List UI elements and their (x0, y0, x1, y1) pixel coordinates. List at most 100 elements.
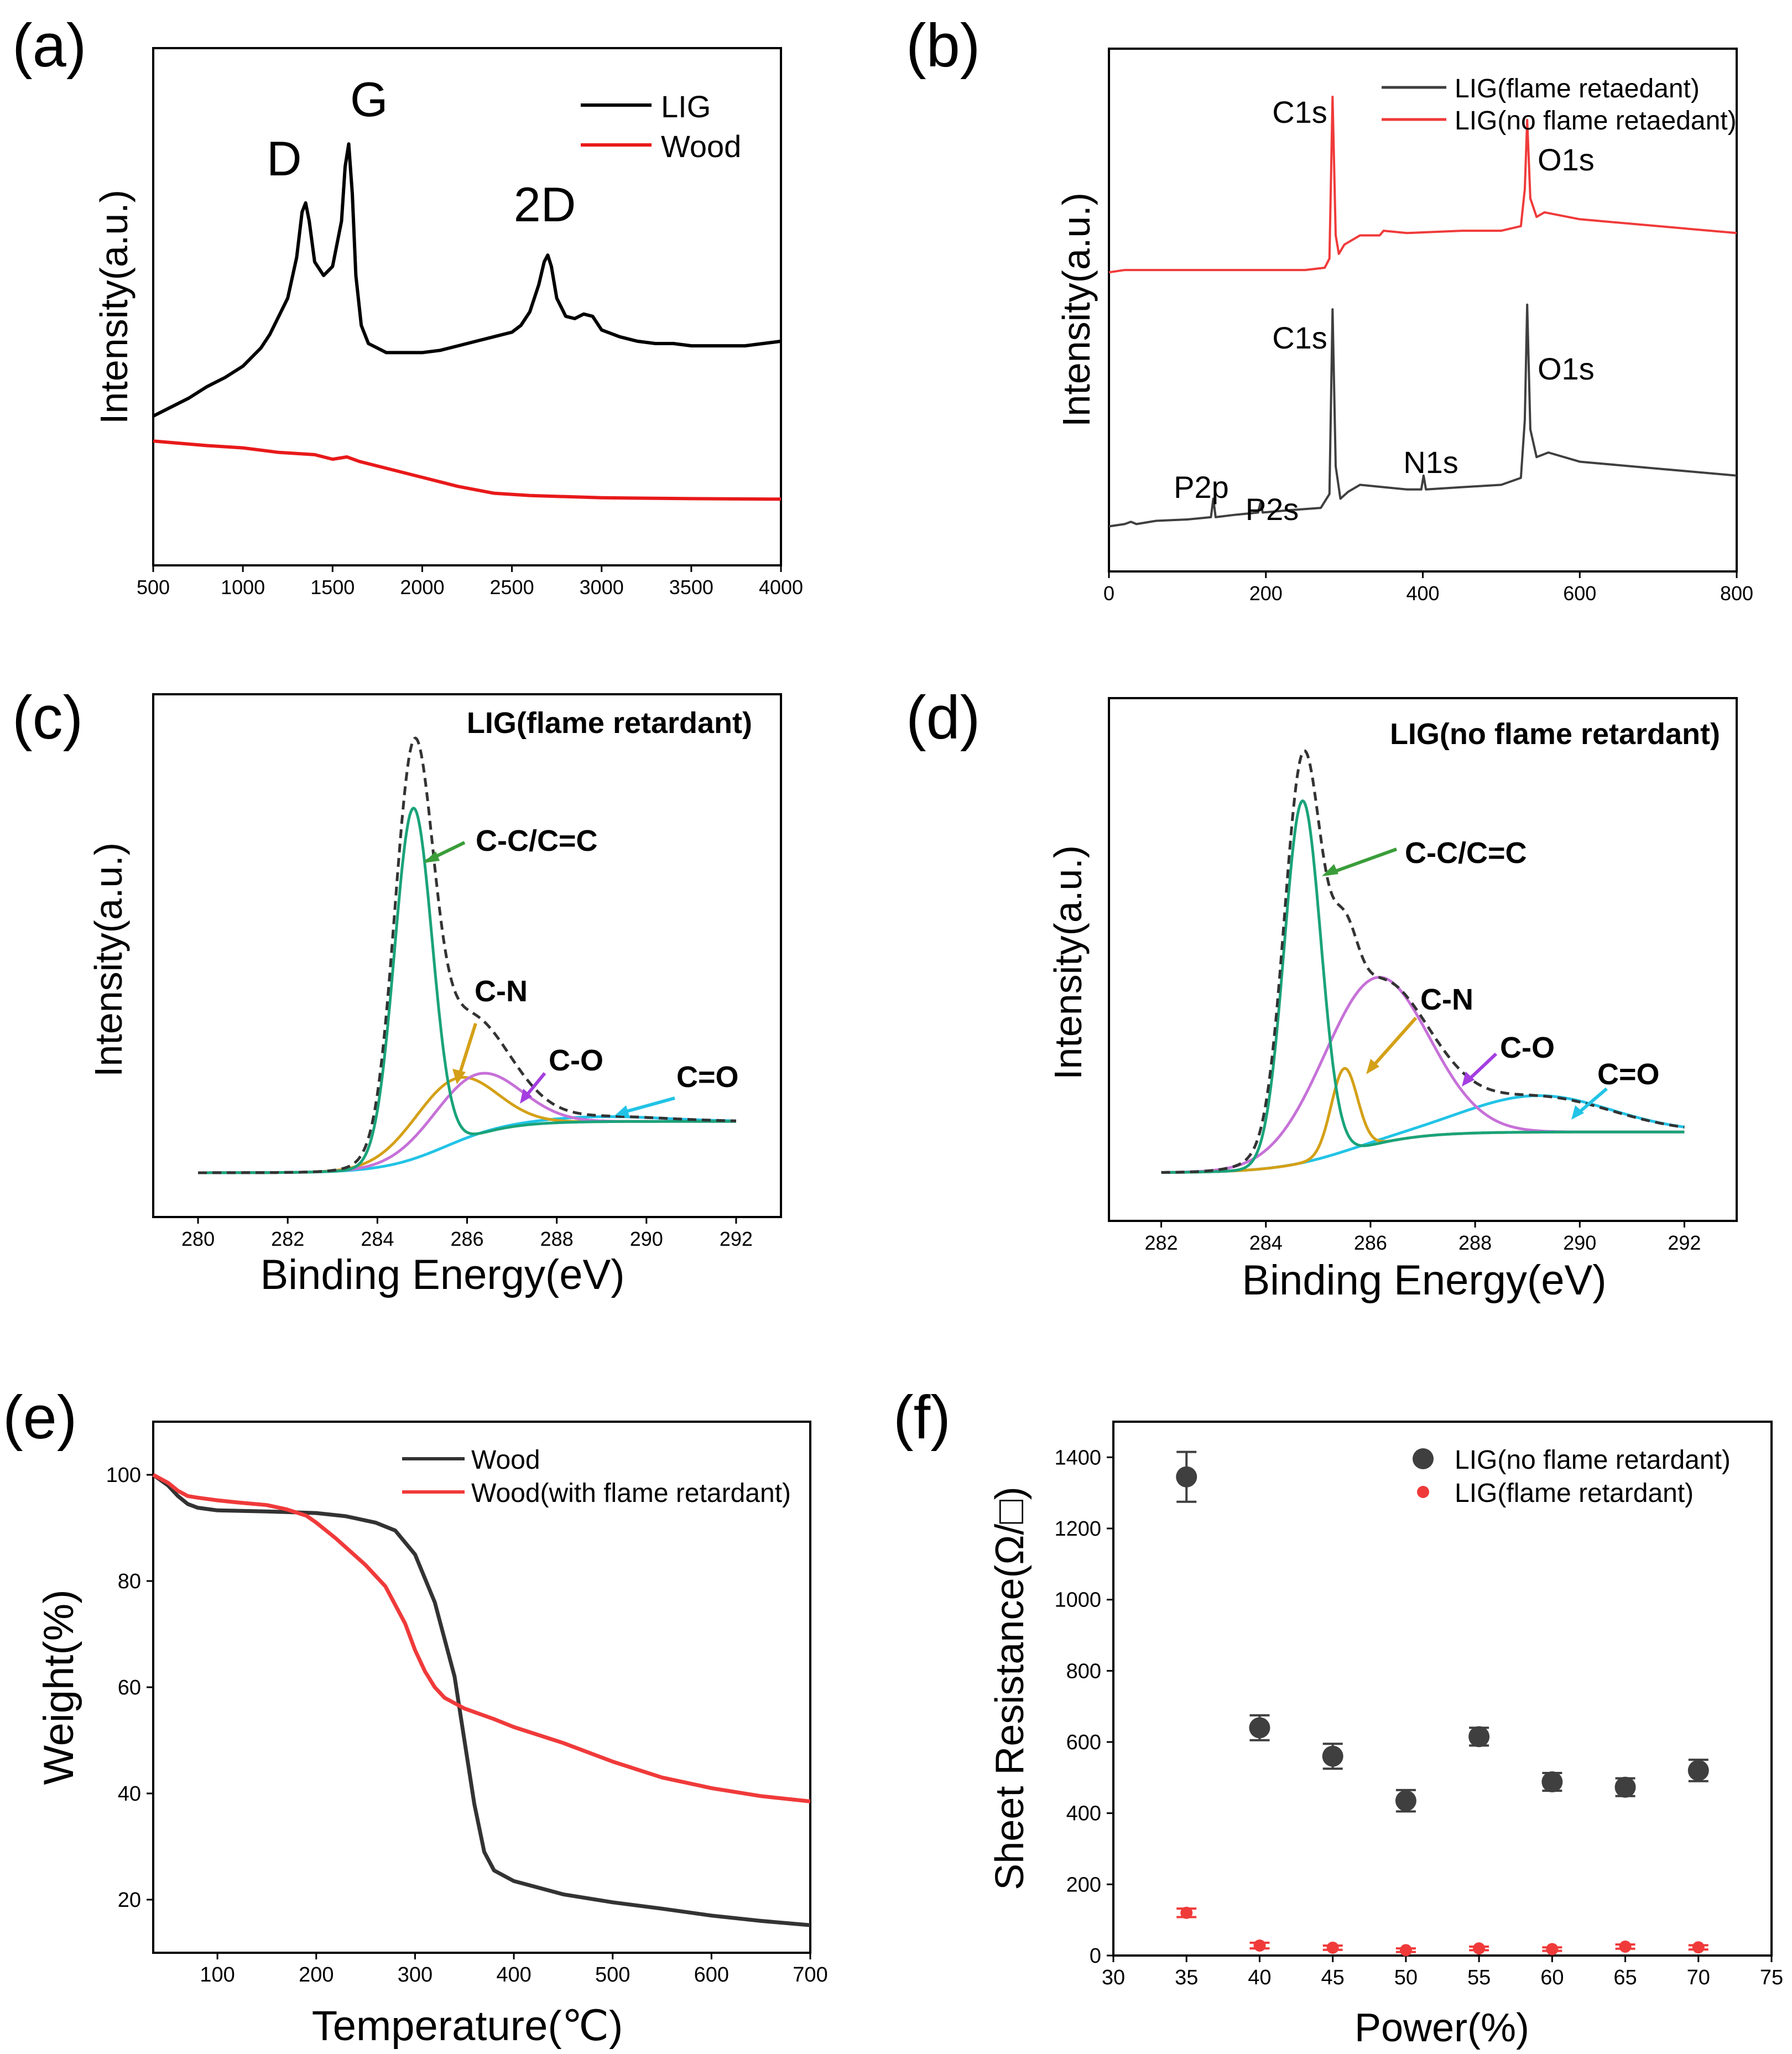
x-tick-label: 280 (181, 1228, 215, 1250)
x-tick-label: 288 (1458, 1231, 1492, 1254)
arrowhead-d-c=o (1571, 1105, 1584, 1120)
y-axis-label-f: Sheet Resistance(Ω/□) (988, 1486, 1032, 1890)
y-axis-label-c: Intensity(a.u.) (87, 843, 130, 1077)
x-ticks-d: 282 284 286 288 290 292 (1145, 1221, 1701, 1254)
y-axis-label-e: Weight(%) (35, 1589, 82, 1785)
legend-label-noflame-f: LIG(no flame retardant) (1455, 1445, 1731, 1475)
axis-ticks-f: 30 35 40 45 50 55 60 65 70 75 0 200 400 600 800 1000 120… (1054, 1446, 1783, 1989)
y-tick-label: 100 (106, 1464, 141, 1487)
x-tick-label: 286 (1354, 1231, 1387, 1254)
x-tick-label: 2500 (490, 576, 534, 599)
panel-a: (a) 500 1000 1500 2000 2500 3000 3500 4000 Inte… (12, 12, 803, 599)
arrows-d (1322, 847, 1608, 1120)
x-ticks-b: 0 200 400 600 800 (1103, 571, 1753, 605)
x-tick-label: 288 (540, 1228, 574, 1250)
plot-title-d: LIG(no flame retardant) (1390, 717, 1720, 751)
fit-curve-c-c-c=c (1161, 799, 1685, 1174)
data-point-flame (1253, 1939, 1266, 1952)
x-tick-label: 4000 (759, 576, 803, 599)
x-tick-label: 400 (1406, 582, 1439, 605)
x-axis-label-e: Temperature(℃) (312, 2003, 623, 2050)
data-point-flame (1692, 1941, 1705, 1954)
legend-label-noflame: LIG(no flame retaedant) (1455, 106, 1737, 136)
panel-f: (f) 30 35 40 45 50 55 60 65 70 75 0 200 400 600 800 100… (893, 1384, 1783, 2050)
arrow-d-c=o (1575, 1087, 1608, 1116)
x-tick-label: 500 (137, 576, 170, 599)
arrowhead-d-cc (1322, 864, 1338, 876)
data-point-flame (1180, 1906, 1193, 1919)
xps-label-c1s-top: C1s (1272, 95, 1327, 129)
y-axis-label-b: Intensity(a.u.) (1055, 193, 1098, 427)
fit-curve-c=o (1161, 1094, 1685, 1174)
legend-b: LIG(flame retaedant) LIG(no flame retaed… (1382, 74, 1737, 136)
x-tick-label: 600 (1563, 582, 1596, 605)
x-tick-label: 35 (1175, 1966, 1198, 1989)
series-line-wood (153, 439, 782, 501)
x-tick-label: 1000 (221, 576, 265, 599)
legend-a: LIG Wood (581, 89, 741, 164)
fit-curve-envelope (197, 736, 737, 1174)
label-c-cn: C-N (475, 975, 528, 1008)
legend-label-wood-fr: Wood(with flame retardant) (471, 1479, 791, 1508)
x-tick-label: 75 (1760, 1966, 1783, 1989)
x-tick-label: 50 (1394, 1966, 1418, 1989)
fit-curve-c-n (197, 1076, 737, 1174)
arrowhead-c-cn (452, 1069, 466, 1084)
panel-label-f: (f) (893, 1384, 951, 1452)
fit-curve-c-o (197, 1072, 737, 1174)
data-point-noflame (1322, 1745, 1343, 1767)
x-tick-label: 0 (1103, 582, 1114, 605)
label-d-cn: C-N (1420, 983, 1473, 1016)
y-tick-label: 20 (118, 1889, 141, 1912)
data-point-flame (1473, 1942, 1486, 1955)
plot-frame-a (152, 47, 782, 566)
x-tick-label: 200 (1249, 582, 1283, 605)
series-line-wood-with-flame-retardant- (152, 1473, 811, 1803)
x-axis-label-d: Binding Energy(eV) (1242, 1257, 1606, 1304)
series-line-lig-no-flame-retaedant- (1108, 96, 1737, 274)
x-axis-label-c: Binding Energy(eV) (260, 1251, 624, 1298)
legend-label-flame-f: LIG(flame retardant) (1455, 1479, 1694, 1508)
fit-curve-envelope (1161, 749, 1685, 1174)
data-point-noflame (1687, 1760, 1709, 1781)
arrow-d-cn (1370, 1017, 1418, 1069)
x-tick-label: 500 (595, 1963, 630, 1987)
xps-label-o1s-top: O1s (1538, 142, 1595, 177)
arrow-d-co (1465, 1052, 1498, 1083)
x-tick-label: 65 (1613, 1966, 1637, 1989)
arrowhead-d-co (1462, 1072, 1475, 1086)
panel-e: (e) 100 200 300 400 500 600 700 20 40 60 80 100 Tem… (3, 1384, 828, 2050)
x-tick-label: 3500 (669, 576, 713, 599)
legend-label-wood: Wood (661, 129, 741, 164)
x-tick-label: 284 (361, 1228, 394, 1250)
y-tick-label: 80 (118, 1570, 141, 1593)
plot-frame-f (1112, 1421, 1773, 1957)
panel-label-c: (c) (12, 684, 83, 752)
x-tick-label: 2000 (400, 576, 444, 599)
data-point-flame (1326, 1941, 1339, 1954)
label-d-c=o: C=O (1597, 1058, 1660, 1091)
legend-f: LIG(no flame retardant) LIG(flame retard… (1413, 1445, 1731, 1508)
series-c (197, 736, 737, 1174)
label-c-cc: C-C/C=C (476, 824, 598, 857)
x-tick-label: 286 (450, 1228, 483, 1250)
y-tick-label: 0 (1090, 1944, 1101, 1968)
xps-label-o1s-bottom: O1s (1538, 351, 1595, 386)
y-tick-label: 40 (118, 1782, 141, 1806)
axis-ticks-e: 100 200 300 400 500 600 700 20 40 60 80 100 (106, 1464, 828, 1987)
x-tick-label: 292 (1668, 1231, 1701, 1254)
plot-title-c: LIG(flame retardant) (467, 706, 752, 740)
arrowhead-c-c=o (615, 1105, 629, 1116)
y-tick-label: 1200 (1054, 1517, 1101, 1541)
arrow-c-c=o (620, 1096, 675, 1115)
x-tick-label: 300 (398, 1963, 433, 1987)
x-tick-label: 400 (496, 1963, 531, 1987)
arrows-c (423, 841, 675, 1116)
y-tick-label: 1400 (1054, 1446, 1101, 1469)
legend-e: Wood Wood(with flame retardant) (402, 1445, 791, 1508)
x-tick-label: 40 (1248, 1966, 1271, 1989)
xps-label-c1s-bottom: C1s (1272, 320, 1327, 355)
x-tick-label: 45 (1321, 1966, 1345, 1989)
x-tick-label: 282 (1145, 1231, 1178, 1254)
peak-label-2d: 2D (514, 177, 576, 232)
